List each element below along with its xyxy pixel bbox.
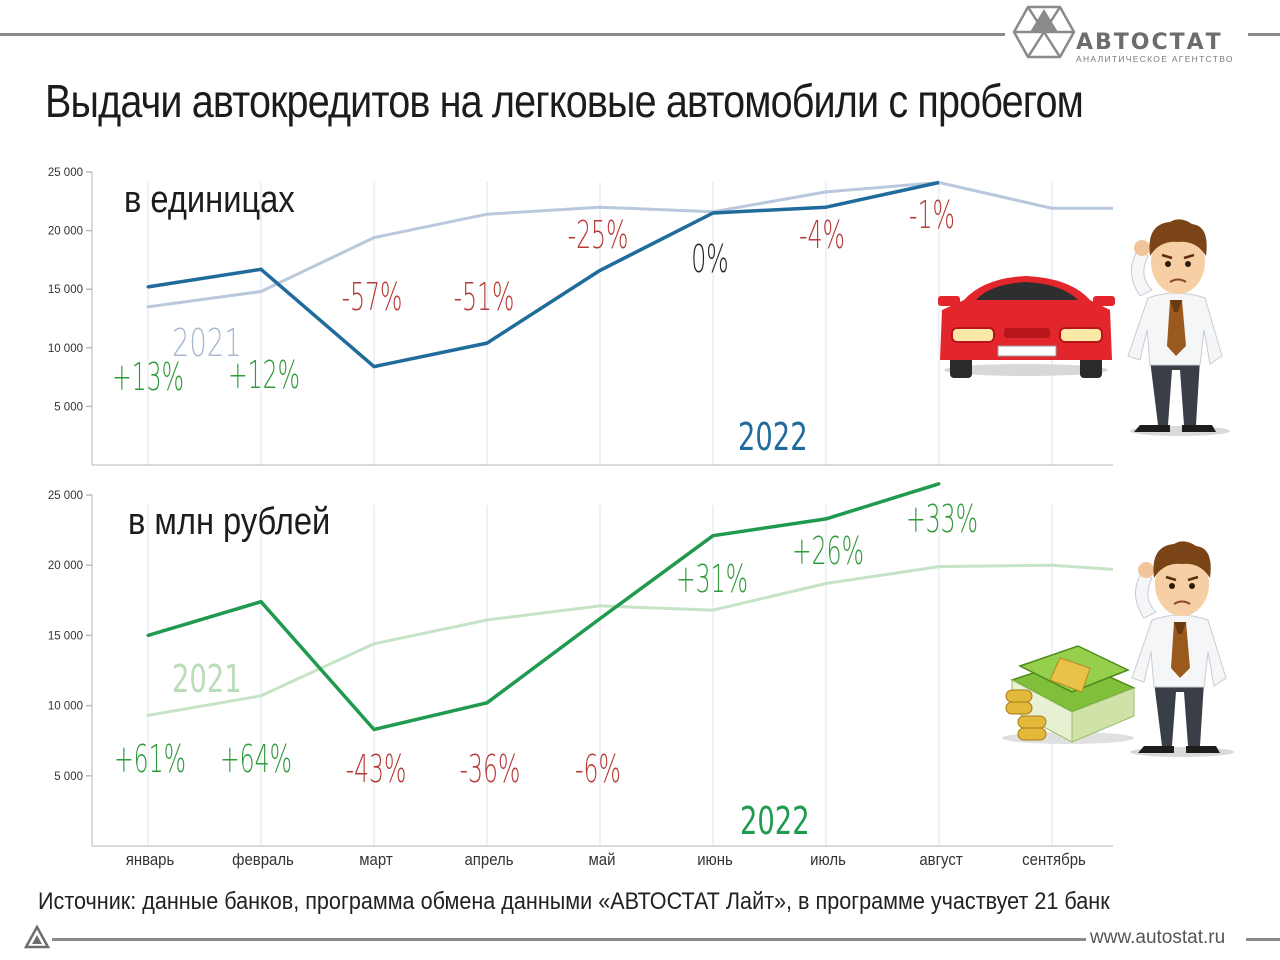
change-label: -43%: [346, 748, 407, 791]
website-link[interactable]: www.autostat.ru: [1090, 927, 1226, 948]
autostat-logo-icon: [1012, 5, 1076, 59]
chart-units-title: в единицах: [124, 178, 295, 221]
series-line-rub-2021: [147, 563, 1114, 717]
change-label: -4%: [799, 214, 845, 257]
source-note: Источник: данные банков, программа обмен…: [38, 888, 1110, 915]
change-label: -51%: [454, 276, 515, 319]
change-label: -36%: [460, 748, 521, 791]
worried-man-icon-top: [1127, 219, 1230, 436]
change-label: +61%: [114, 738, 186, 781]
change-label: +12%: [228, 354, 300, 397]
y-tick-label: 10 000: [48, 701, 83, 713]
legend-units-2022: 2022: [738, 414, 808, 459]
charts-container: 5 000 10 000 15 000 20 000 25 000 в единицах…: [48, 167, 1234, 869]
annotations-units: +13% +12% -57% -51% -25% 0% -4% -1%: [112, 194, 955, 399]
chart-units: 5 000 10 000 15 000 20 000 25 000 в единицах…: [48, 167, 1113, 466]
change-label: +13%: [112, 356, 184, 399]
legend-units-2021: 2021: [172, 320, 242, 365]
logo-subtitle: АНАЛИТИЧЕСКОЕ АГЕНТСТВО: [1076, 54, 1234, 64]
y-tick-labels-units: 5 000 10 000 15 000 20 000 25 000: [48, 167, 92, 413]
top-divider-line-right: [1248, 33, 1280, 36]
annotations-rub: +61% +64% -43% -36% -6% +31% +26% +33%: [114, 498, 978, 791]
y-tick-label: 25 000: [48, 167, 83, 179]
legend-rub-2021: 2021: [172, 656, 242, 701]
x-tick-label: май: [589, 851, 616, 869]
change-label: +26%: [792, 530, 864, 573]
page-title: Выдачи автокредитов на легковые автомоби…: [45, 75, 1084, 127]
change-label: -6%: [575, 748, 621, 791]
x-tick-label: апрель: [464, 851, 513, 869]
legend-rub-2022: 2022: [740, 798, 810, 843]
change-label: +31%: [676, 558, 748, 601]
change-label: +33%: [906, 498, 978, 541]
series-line-units-2021: [147, 181, 1113, 309]
logo-wordmark: АВТОСТАТ: [1076, 30, 1223, 55]
change-label: +64%: [220, 738, 292, 781]
change-label: -57%: [342, 276, 403, 319]
x-tick-label: февраль: [232, 851, 294, 869]
y-tick-label: 15 000: [48, 630, 83, 642]
top-divider-line: [0, 33, 1005, 36]
bottom-divider-line: [52, 938, 1086, 941]
autostat-small-logo-icon: [24, 925, 50, 949]
x-tick-label: июль: [810, 851, 846, 869]
y-tick-label: 20 000: [48, 560, 83, 572]
gridlines-rub: [146, 482, 1054, 846]
x-tick-label: январь: [126, 851, 175, 869]
change-label: 0%: [691, 238, 728, 281]
x-tick-labels: январь февраль март апрель май июнь июль август…: [126, 851, 1086, 869]
worried-man-icon-bottom: [1130, 541, 1234, 757]
change-label: -1%: [909, 194, 955, 237]
bottom-divider-line-right: [1246, 938, 1280, 941]
y-tick-label: 5 000: [54, 771, 83, 783]
y-tick-label: 10 000: [48, 343, 83, 355]
change-label: -25%: [568, 214, 629, 257]
series-line-rub-2022: [147, 482, 940, 732]
y-tick-label: 5 000: [54, 401, 83, 413]
money-stack-icon: [1002, 645, 1136, 744]
red-car-icon: [938, 276, 1115, 378]
y-tick-label: 20 000: [48, 226, 83, 238]
x-tick-label: август: [919, 851, 963, 869]
y-tick-label: 25 000: [48, 490, 83, 502]
x-tick-label: июнь: [697, 851, 733, 869]
chart-rub-title: в млн рублей: [128, 500, 330, 543]
chart-rub: 5 000 10 000 15 000 20 000 25 000 январь февр…: [48, 482, 1114, 869]
x-tick-label: сентябрь: [1022, 851, 1086, 869]
y-tick-labels-rub: 5 000 10 000 15 000 20 000 25 000: [48, 490, 92, 783]
x-tick-label: март: [359, 851, 393, 869]
series-line-units-2022: [147, 180, 940, 369]
y-tick-label: 15 000: [48, 284, 83, 296]
